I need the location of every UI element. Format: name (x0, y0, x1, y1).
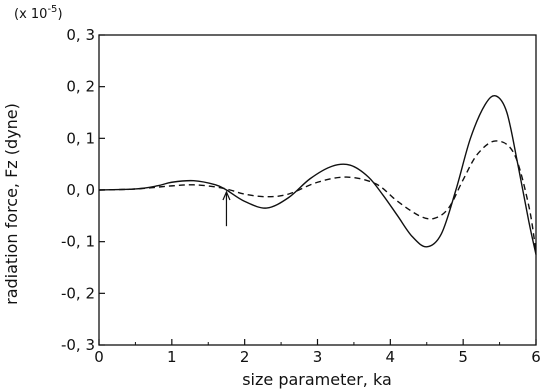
plot-frame (98, 34, 537, 346)
x-axis-label: size parameter, ka (242, 370, 392, 389)
x-tick-label: 2 (240, 348, 250, 366)
arrow-head-icon (222, 190, 231, 201)
x-tick-label: 3 (313, 348, 323, 366)
x-tick-label: 0 (94, 348, 104, 366)
y-tick-label: 0, 1 (66, 129, 95, 147)
data-series (98, 94, 537, 255)
y-axis-ticks: 0, 3 0, 2 0, 1 0, 0 -0, 1 -0, 2 -0, 3 (61, 26, 105, 354)
x-tick-label: 6 (531, 348, 541, 366)
y-tick-label: 0, 3 (66, 26, 95, 44)
y-tick-label: -0, 1 (61, 233, 95, 251)
y-axis-label: radiation force, Fz (dyne) (2, 103, 21, 305)
solid-series-line (98, 94, 537, 255)
y-tick-label: -0, 3 (61, 336, 95, 354)
x-tick-label: 1 (167, 348, 177, 366)
plot-border (98, 34, 537, 346)
dashed-series-line (98, 140, 537, 253)
x-axis-ticks: 0 1 2 3 4 5 6 (94, 339, 541, 366)
y-tick-label: 0, 2 (66, 78, 95, 96)
x-tick-label: 4 (386, 348, 396, 366)
x-tick-label: 5 (458, 348, 468, 366)
y-multiplier-label: (x 10-5) (14, 4, 63, 22)
y-tick-label: 0, 0 (66, 181, 95, 199)
annotations (222, 190, 231, 227)
y-tick-label: -0, 2 (61, 284, 95, 302)
